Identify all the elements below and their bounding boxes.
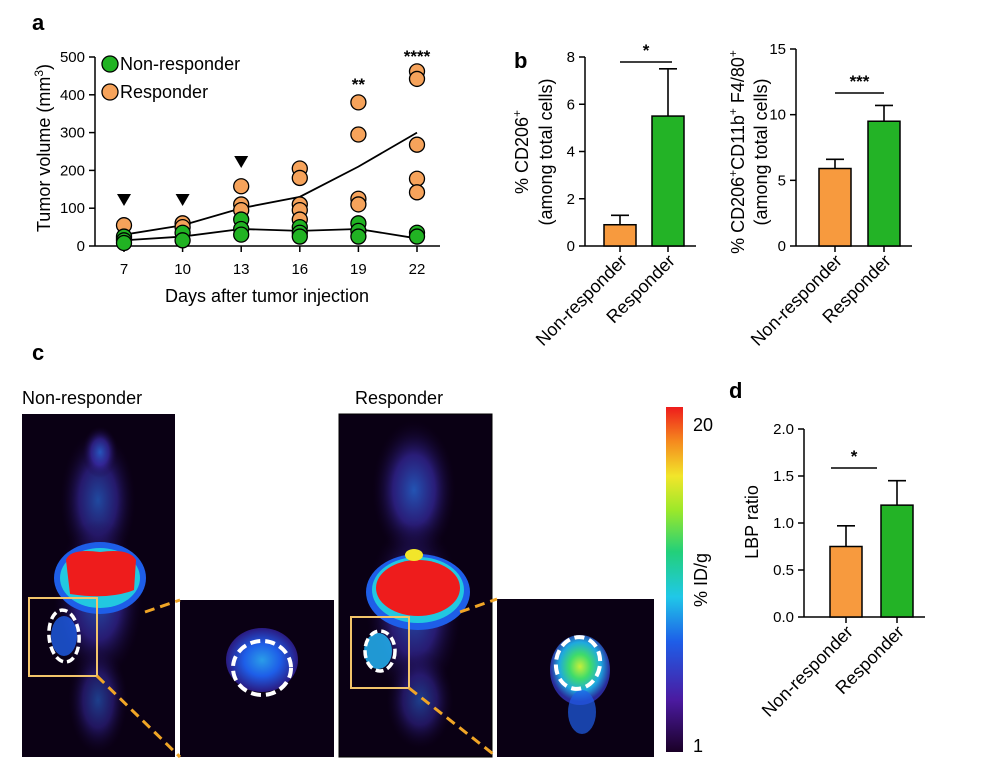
- chart-a-y-tick-label: 300: [60, 125, 85, 142]
- chart-b1-y-tick-label: 2: [567, 191, 575, 208]
- chart-a-point-responder: [408, 184, 426, 201]
- panel-c-right-title: Responder: [355, 388, 443, 408]
- chart-a-point-non-responder: [233, 226, 250, 243]
- chart-a-legend-label: Non-responder: [120, 54, 240, 74]
- crop-box-responder: [350, 616, 410, 689]
- chart-b2-y-tick-label: 15: [769, 41, 786, 58]
- chart-b1-significance: *: [643, 41, 650, 60]
- chart-b1-bar-non-responder: [603, 223, 637, 247]
- colorbar-max-label: 20: [693, 415, 713, 435]
- chart-a-x-tick-label: 16: [291, 261, 308, 278]
- chart-d-y-tick-label: 2.0: [773, 421, 794, 438]
- chart-a-legend-marker: [101, 83, 119, 101]
- chart-a-xlabel: Days after tumor injection: [165, 286, 369, 306]
- chart-a-point-non-responder: [408, 228, 426, 245]
- chart-d-ylabel: LBP ratio: [742, 485, 762, 559]
- pet-zoom-non-responder: [95, 598, 334, 759]
- chart-a-x-tick-label: 19: [350, 261, 367, 278]
- chart-d-bar-responder: [880, 504, 914, 618]
- chart-a-triangle-marker: [234, 156, 249, 168]
- chart-b1-y-tick-label: 8: [567, 49, 575, 66]
- chart-a-ylabel: Tumor volume (mm3): [32, 64, 54, 232]
- chart-a-point-non-responder: [174, 232, 191, 249]
- chart-a-point-non-responder: [291, 228, 308, 245]
- chart-a-legend-marker: [101, 55, 119, 73]
- crop-box-non-responder: [28, 597, 98, 677]
- chart-b2-y-tick-label: 0: [778, 238, 786, 255]
- chart-a-point-responder: [408, 136, 426, 153]
- chart-b2-significance: ***: [850, 72, 870, 91]
- chart-b2-y-tick-label: 10: [769, 107, 786, 124]
- pet-image-non-responder: [22, 414, 175, 757]
- panel-label-b: b: [514, 48, 527, 73]
- chart-d-y-tick-label: 1.0: [773, 515, 794, 532]
- chart-a-point-responder: [350, 196, 367, 213]
- chart-b1-bar-responder: [651, 115, 685, 247]
- chart-a-x-tick-label: 22: [409, 261, 426, 278]
- chart-a-point-non-responder: [350, 228, 367, 245]
- chart-b1-ylabel-line2: (among total cells): [536, 78, 556, 225]
- chart-d-category-label: Non-responder: [758, 622, 857, 721]
- chart-a-point-non-responder: [115, 234, 133, 252]
- chart-a-x-tick-label: 7: [120, 261, 128, 278]
- chart-b1-y-tick-label: 0: [567, 238, 575, 255]
- chart-b2-ylabel-line2: (among total cells): [751, 78, 771, 225]
- chart-a-point-responder: [408, 70, 426, 88]
- chart-d-bar-non-responder: [829, 545, 863, 618]
- chart-a-point-responder: [233, 178, 250, 195]
- panel-label-a: a: [32, 10, 45, 35]
- chart-b2-bar-responder: [867, 120, 901, 247]
- chart-b1-y-tick-label: 6: [567, 96, 575, 113]
- chart-a-y-tick-label: 100: [60, 200, 85, 217]
- chart-b1-y-tick-label: 4: [567, 144, 575, 161]
- panel-label-c: c: [32, 340, 44, 365]
- pet-zoom-responder: [408, 597, 654, 759]
- chart-a-y-tick-label: 500: [60, 49, 85, 66]
- chart-a-triangle-marker: [117, 194, 131, 206]
- colorbar-min-label: 1: [693, 736, 703, 756]
- colorbar: 20 1 % ID/g: [666, 407, 713, 756]
- chart-a-x-tick-label: 13: [233, 261, 250, 278]
- chart-b2-bar-non-responder: [818, 167, 852, 247]
- chart-a-significance: ****: [404, 47, 431, 66]
- chart-a-triangle-marker: [175, 194, 190, 206]
- chart-a-y-tick-label: 0: [77, 238, 85, 255]
- chart-d-y-tick-label: 1.5: [773, 468, 794, 485]
- chart-d-y-tick-label: 0.0: [773, 609, 794, 626]
- chart-a-y-tick-label: 200: [60, 162, 85, 179]
- chart-a-point-responder: [350, 94, 367, 111]
- chart-a-point-responder: [350, 126, 367, 143]
- panel-label-d: d: [729, 378, 742, 403]
- chart-a-x-tick-label: 10: [174, 261, 191, 278]
- panel-c-left-title: Non-responder: [22, 388, 142, 408]
- chart-d-significance: *: [851, 447, 858, 466]
- chart-a-legend-label: Responder: [120, 82, 208, 102]
- chart-a-point-responder: [408, 170, 426, 187]
- chart-a-significance: **: [352, 75, 366, 94]
- pet-image-responder: [338, 413, 493, 758]
- chart-a-point-responder: [291, 169, 308, 187]
- chart-a-y-tick-label: 400: [60, 87, 85, 104]
- chart-a-mean-line-non-responder: [123, 228, 418, 242]
- colorbar-label: % ID/g: [691, 553, 711, 607]
- chart-a-mean-line-responder: [123, 131, 418, 236]
- chart-b2-y-tick-label: 5: [778, 172, 786, 189]
- chart-d-y-tick-label: 0.5: [773, 562, 794, 579]
- chart-b1-ylabel-line1: % CD206+: [510, 110, 532, 194]
- chart-b2-ylabel-line1: % CD206+CD11b+ F4/80+: [726, 50, 748, 254]
